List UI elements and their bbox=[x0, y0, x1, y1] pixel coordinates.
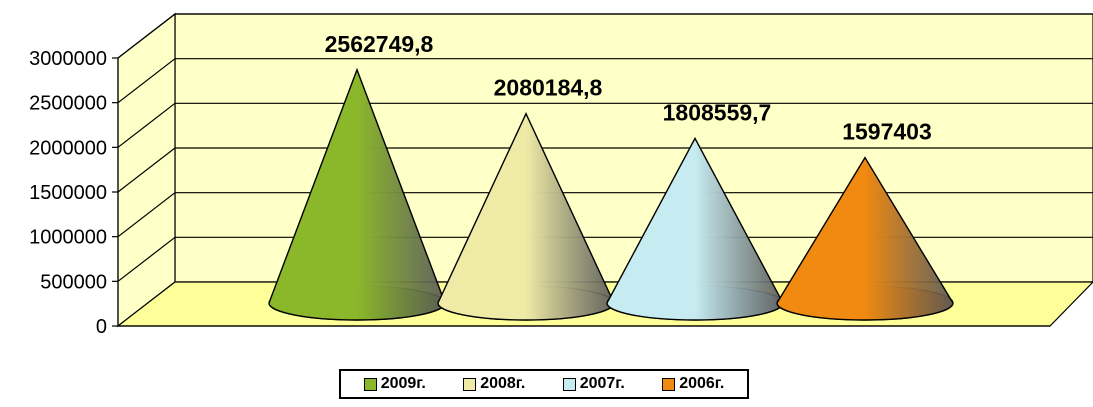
y-tick-label: 2000000 bbox=[29, 137, 107, 159]
legend-item-2009: 2009г. bbox=[363, 375, 426, 393]
gridline bbox=[117, 236, 1093, 282]
cone-body bbox=[437, 112, 615, 321]
data-label: 1808559,7 bbox=[663, 99, 772, 125]
gridline bbox=[117, 102, 1093, 148]
y-tick-label: 2500000 bbox=[29, 93, 107, 115]
gridline bbox=[117, 192, 1093, 238]
data-label: 1597403 bbox=[842, 119, 932, 145]
legend-swatch-2006 bbox=[662, 377, 676, 391]
legend-label: 2007г. bbox=[579, 375, 625, 392]
cone-2009г. bbox=[268, 67, 446, 321]
legend-item-2007: 2007г. bbox=[562, 375, 625, 393]
data-label: 2080184,8 bbox=[494, 75, 603, 101]
legend-label: 2006г. bbox=[679, 375, 725, 392]
legend-item-2008: 2008г. bbox=[463, 375, 525, 393]
data-labels: 2562749,8 2080184,8 1808559,7 1597403 bbox=[325, 31, 932, 145]
legend: 2009г. 2008г. 2007г. 2006г. bbox=[339, 369, 749, 399]
cone-body bbox=[268, 67, 446, 321]
gridline bbox=[117, 13, 1093, 59]
gridlines bbox=[117, 13, 1093, 282]
gridline bbox=[117, 58, 1093, 104]
legend-item-2006: 2006г. bbox=[662, 375, 724, 393]
y-tick-label: 0 bbox=[96, 316, 107, 338]
legend-label: 2009г. bbox=[380, 375, 426, 392]
y-tick-label: 3000000 bbox=[29, 48, 107, 70]
y-tick-label: 500000 bbox=[40, 271, 107, 293]
legend-label: 2008г. bbox=[480, 375, 526, 392]
cone-body bbox=[776, 156, 954, 321]
cones bbox=[268, 67, 954, 321]
legend-swatch-2009 bbox=[363, 377, 377, 391]
legend-swatch-2008 bbox=[463, 377, 477, 391]
cone-2006г. bbox=[776, 156, 954, 321]
data-label: 2562749,8 bbox=[325, 31, 434, 57]
y-tick-label: 1000000 bbox=[29, 227, 107, 249]
y-tick-label: 1500000 bbox=[29, 182, 107, 204]
cone-2008г. bbox=[437, 112, 615, 321]
cone-body bbox=[606, 136, 784, 321]
gridline bbox=[117, 147, 1093, 193]
y-axis: 0 500000 1000000 1500000 2000000 2500000 30000… bbox=[29, 48, 1050, 338]
legend-swatch-2007 bbox=[562, 377, 576, 391]
